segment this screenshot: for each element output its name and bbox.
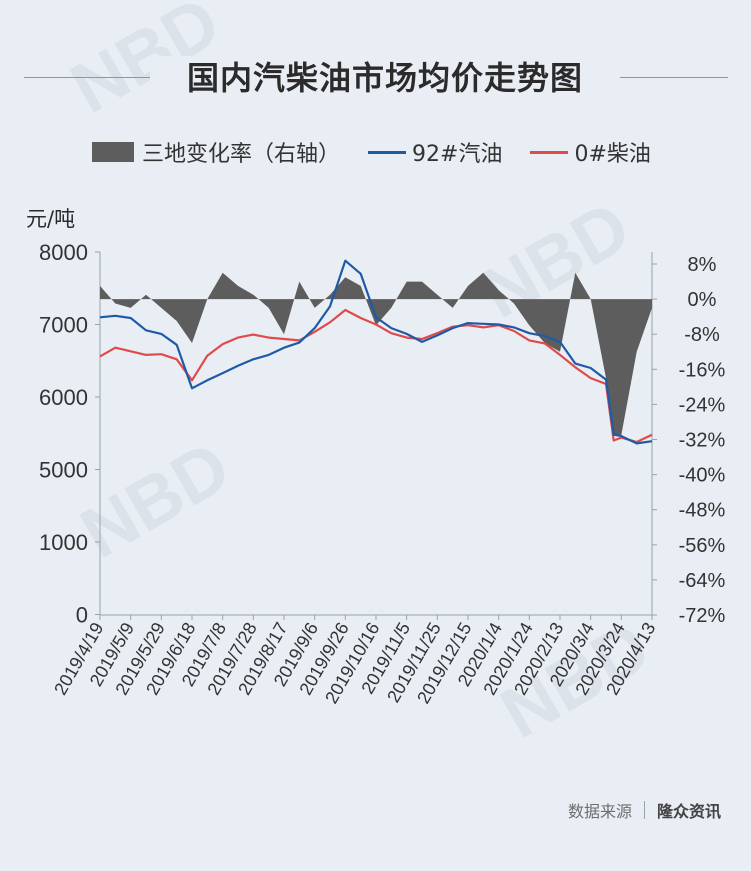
footer-separator xyxy=(643,801,645,819)
source-label: 数据来源 xyxy=(567,802,632,821)
y-right-tick-label: -16% xyxy=(679,359,726,381)
y-left-tick-label: 0 xyxy=(76,603,88,628)
legend-label-diesel: 0#柴油 xyxy=(574,142,651,167)
source-name: 隆众资讯 xyxy=(656,802,721,821)
legend-swatch-gasoline xyxy=(368,150,407,154)
y-axis-unit-label: 元/吨 xyxy=(26,207,76,231)
y-right-tick-label: -72% xyxy=(679,605,726,627)
y-left-tick-label: 8000 xyxy=(39,240,88,265)
y-left-tick-label: 1000 xyxy=(39,530,88,555)
y-right-tick-label: 8% xyxy=(688,254,717,276)
series-line-gasoline xyxy=(99,259,653,445)
legend-label-rate: 三地变化率（右轴） xyxy=(142,142,341,167)
y-left-tick-label: 7000 xyxy=(39,313,88,338)
chart-title: 国内汽柴油市场均价走势图 xyxy=(150,56,620,100)
y-right-tick-label: -24% xyxy=(679,394,726,416)
y-right-tick-label: -32% xyxy=(679,430,726,452)
legend-label-gasoline: 92#汽油 xyxy=(412,142,503,167)
y-left-tick-label: 6000 xyxy=(39,385,88,410)
legend-swatch-rate xyxy=(92,142,134,162)
legend-item-diesel: 0#柴油 xyxy=(530,136,651,168)
y-right-tick-label: -64% xyxy=(679,570,726,592)
y-right-tick-label: 0% xyxy=(688,289,717,311)
series-area-rate xyxy=(100,272,652,436)
svg-text:NBD: NBD xyxy=(68,427,243,574)
series-line-diesel xyxy=(99,308,653,444)
legend-swatch-diesel xyxy=(530,150,569,154)
y-left-tick-label: 5000 xyxy=(39,458,88,483)
y-right-tick-label: -8% xyxy=(684,324,720,346)
y-right-tick-label: -48% xyxy=(679,500,726,522)
y-right-tick-label: -40% xyxy=(679,465,726,487)
legend-item-rate: 三地变化率（右轴） xyxy=(92,136,340,168)
y-right-tick-label: -56% xyxy=(679,535,726,557)
footer: 数据来源 隆众资讯 xyxy=(568,798,721,822)
legend-item-gasoline: 92#汽油 xyxy=(368,136,502,168)
legend: 三地变化率（右轴） 92#汽油 0#柴油 xyxy=(92,136,679,168)
